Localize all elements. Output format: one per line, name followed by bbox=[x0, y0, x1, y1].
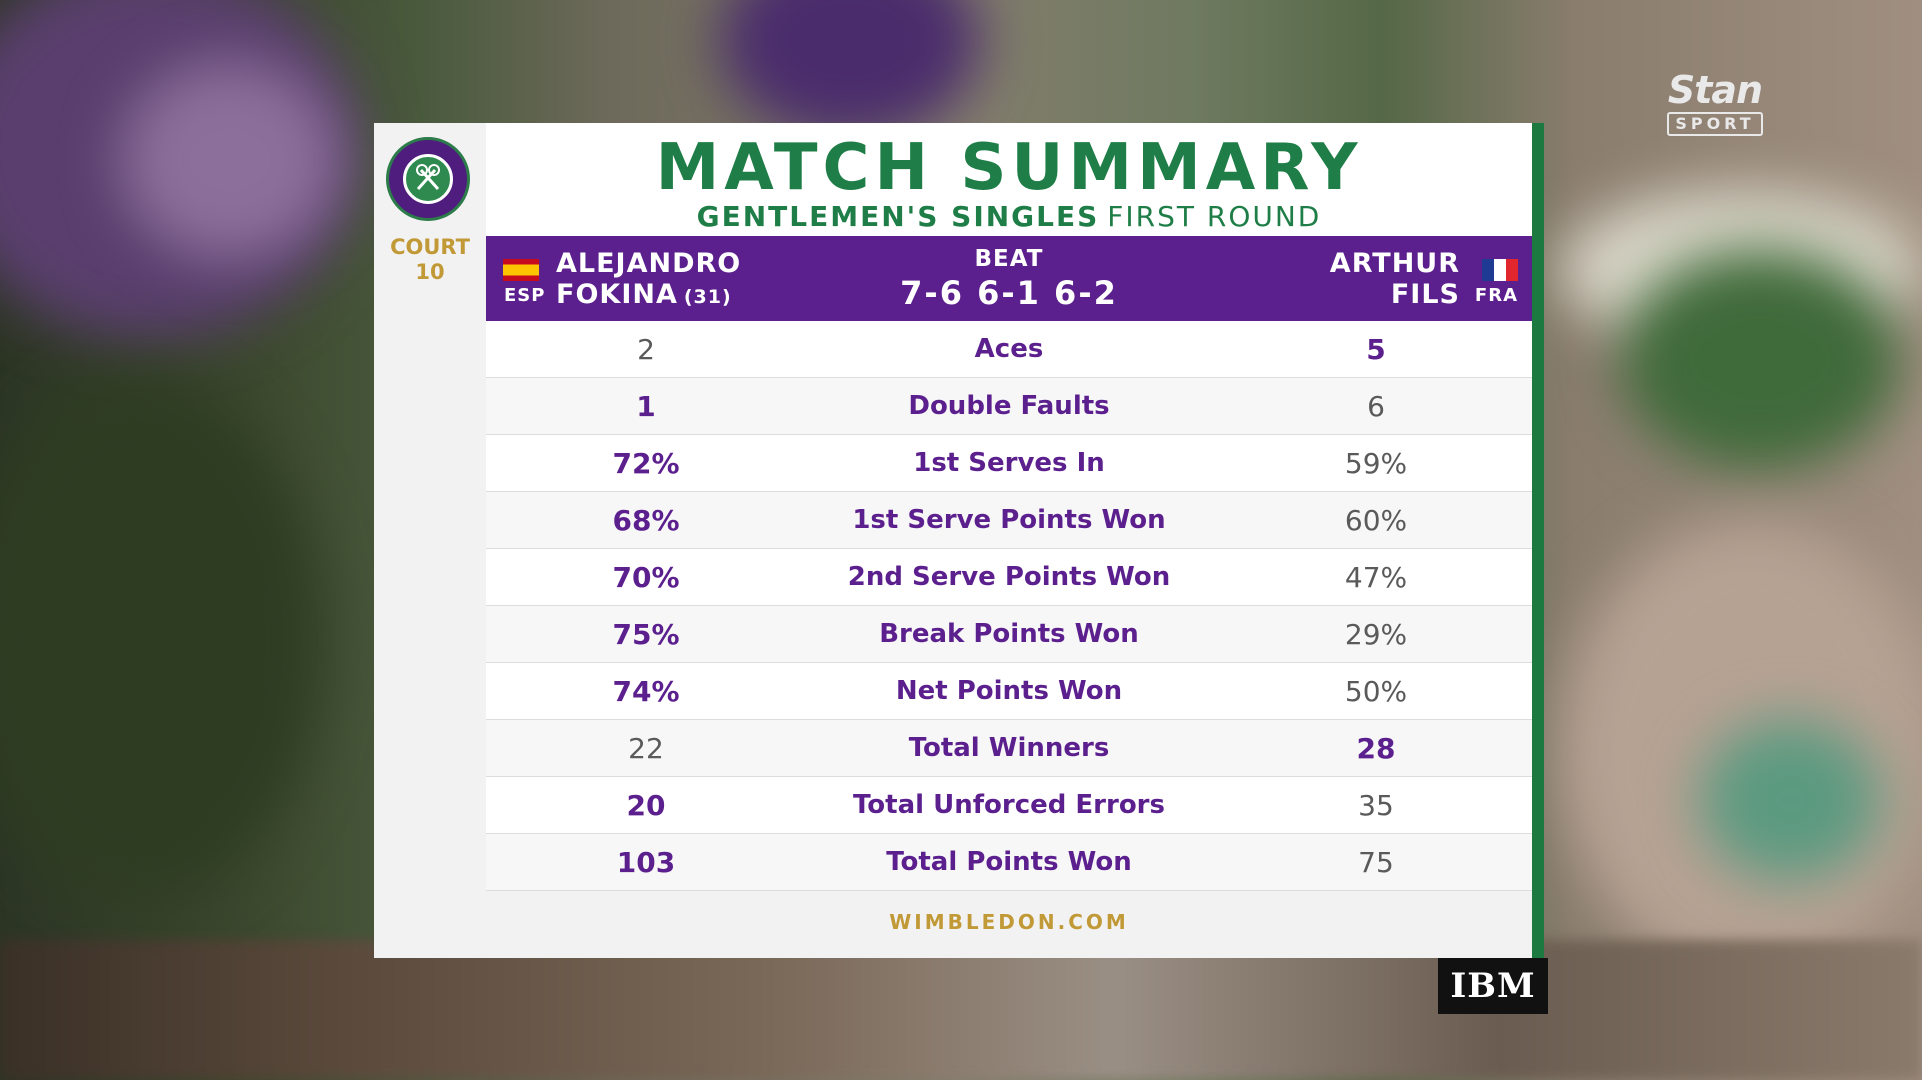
wimbledon-logo-icon bbox=[386, 137, 470, 221]
france-flag-icon bbox=[1482, 259, 1518, 281]
player2-value: 28 bbox=[1356, 732, 1396, 765]
stat-label: 1st Serves In bbox=[913, 448, 1105, 478]
player1-value: 20 bbox=[626, 789, 666, 822]
stat-row: 68% 1st Serve Points Won 60% bbox=[486, 492, 1532, 549]
match-score: 7-6 6-1 6-2 bbox=[900, 274, 1118, 312]
stat-label: Break Points Won bbox=[879, 619, 1139, 649]
round-name: FIRST ROUND bbox=[1107, 200, 1322, 233]
stan-sport-logo: Stan SPORT bbox=[1650, 70, 1780, 136]
ibm-sponsor-logo: IBM bbox=[1438, 958, 1548, 1014]
stat-row: 74% Net Points Won 50% bbox=[486, 663, 1532, 720]
player1-value: 72% bbox=[612, 447, 680, 480]
player1-value: 22 bbox=[628, 732, 664, 765]
broadcaster-name: Stan bbox=[1667, 68, 1763, 112]
stat-row: 75% Break Points Won 29% bbox=[486, 606, 1532, 663]
player1-value: 2 bbox=[637, 333, 655, 366]
accent-bar bbox=[1532, 123, 1544, 958]
court-label: COURT 10 bbox=[374, 235, 486, 285]
stat-label: 1st Serve Points Won bbox=[852, 505, 1166, 535]
broadcaster-sub: SPORT bbox=[1667, 112, 1763, 136]
result-header: ESP ALEJANDRO FOKINA (31) BEAT 7-6 6-1 6-… bbox=[486, 236, 1532, 321]
player1-value: 75% bbox=[612, 618, 680, 651]
player1-first-name: ALEJANDRO bbox=[556, 248, 742, 279]
player1-value: 103 bbox=[616, 846, 676, 879]
event-name: GENTLEMEN'S SINGLES bbox=[696, 200, 1100, 233]
player1-value: 74% bbox=[612, 675, 680, 708]
stat-row: 70% 2nd Serve Points Won 47% bbox=[486, 549, 1532, 606]
player1-value: 70% bbox=[612, 561, 680, 594]
match-summary-card: COURT 10 MATCH SUMMARY GENTLEMEN'S SINGL… bbox=[374, 123, 1544, 958]
stat-row: 1 Double Faults 6 bbox=[486, 378, 1532, 435]
stat-label: 2nd Serve Points Won bbox=[847, 562, 1171, 592]
stat-label: Total Points Won bbox=[886, 847, 1132, 877]
event-subtitle: GENTLEMEN'S SINGLES FIRST ROUND bbox=[486, 197, 1532, 237]
player2-value: 75 bbox=[1358, 846, 1394, 879]
stat-row: 2 Aces 5 bbox=[486, 321, 1532, 378]
stat-row: 103 Total Points Won 75 bbox=[486, 834, 1532, 891]
player2-value: 47% bbox=[1344, 561, 1408, 594]
stat-row: 72% 1st Serves In 59% bbox=[486, 435, 1532, 492]
player1-seed: (31) bbox=[683, 286, 732, 308]
player2-value: 59% bbox=[1344, 447, 1408, 480]
player2-first-name: ARTHUR bbox=[1329, 248, 1460, 279]
stat-label: Aces bbox=[974, 334, 1044, 364]
stat-row: 20 Total Unforced Errors 35 bbox=[486, 777, 1532, 834]
stat-label: Double Faults bbox=[908, 391, 1110, 421]
player2-country: FRA bbox=[1474, 285, 1518, 306]
stat-label: Total Unforced Errors bbox=[853, 790, 1165, 820]
player2-value: 5 bbox=[1366, 333, 1386, 366]
player2-value: 6 bbox=[1367, 390, 1385, 423]
player2-value: 60% bbox=[1344, 504, 1408, 537]
court-number: 10 bbox=[415, 260, 445, 284]
spain-flag-icon bbox=[503, 259, 539, 281]
result-label: BEAT bbox=[974, 246, 1044, 272]
summary-panel: MATCH SUMMARY GENTLEMEN'S SINGLES FIRST R… bbox=[486, 123, 1532, 958]
stats-table: 2 Aces 5 1 Double Faults 6 72% 1st Serves In 5… bbox=[486, 321, 1532, 891]
event-strip: COURT 10 bbox=[374, 123, 486, 958]
stat-row: 22 Total Winners 28 bbox=[486, 720, 1532, 777]
player1-last-name: FOKINA (31) bbox=[556, 279, 732, 310]
player1-value: 1 bbox=[636, 390, 656, 423]
stat-label: Total Winners bbox=[908, 733, 1110, 763]
footer-url: WIMBLEDON.COM bbox=[486, 891, 1532, 958]
player2-last-name: FILS bbox=[1390, 279, 1460, 310]
player2-value: 29% bbox=[1344, 618, 1408, 651]
player2-value: 35 bbox=[1358, 789, 1394, 822]
player2-value: 50% bbox=[1344, 675, 1408, 708]
stat-label: Net Points Won bbox=[895, 676, 1123, 706]
player1-value: 68% bbox=[612, 504, 680, 537]
page-title: MATCH SUMMARY bbox=[655, 131, 1363, 205]
player1-country: ESP bbox=[504, 285, 546, 306]
